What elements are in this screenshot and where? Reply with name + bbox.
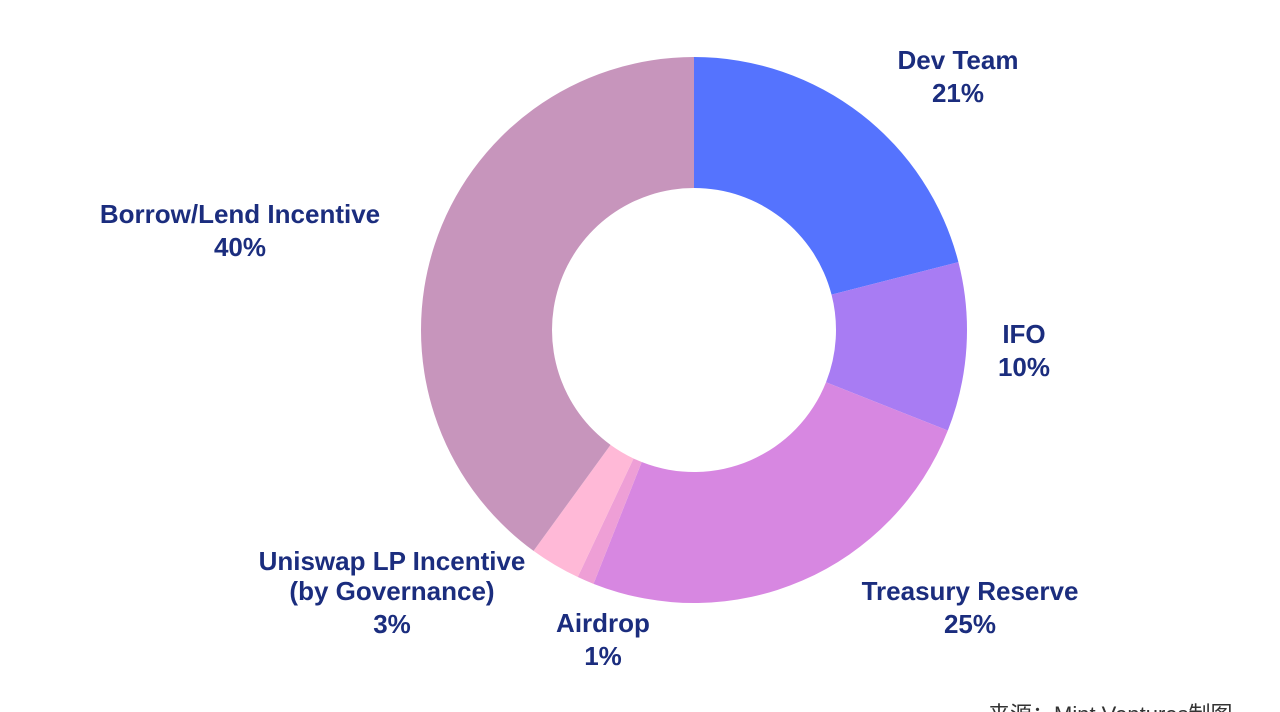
donut-slice	[593, 382, 948, 603]
slice-label: Treasury Reserve	[862, 576, 1079, 606]
donut-slice	[826, 262, 967, 431]
slice-label: IFO	[1002, 319, 1045, 349]
slice-value-label: 3%	[373, 609, 411, 639]
slice-value-label: 40%	[214, 232, 266, 262]
source-note: 来源：Mint Ventures制图	[988, 702, 1233, 712]
slice-value-label: 10%	[998, 352, 1050, 382]
donut-slice	[533, 444, 634, 578]
slice-label: Borrow/Lend Incentive	[100, 199, 380, 229]
slice-label: Airdrop	[556, 608, 650, 638]
slice-label: Uniswap LP Incentive (by Governance)	[259, 546, 526, 606]
donut-slice	[421, 57, 694, 551]
slice-label: Dev Team	[898, 45, 1019, 75]
slice-value-label: 1%	[584, 641, 622, 671]
slice-value-label: 25%	[944, 609, 996, 639]
donut-slice	[694, 57, 959, 295]
slice-value-label: 21%	[932, 78, 984, 108]
donut-slice	[577, 458, 642, 584]
